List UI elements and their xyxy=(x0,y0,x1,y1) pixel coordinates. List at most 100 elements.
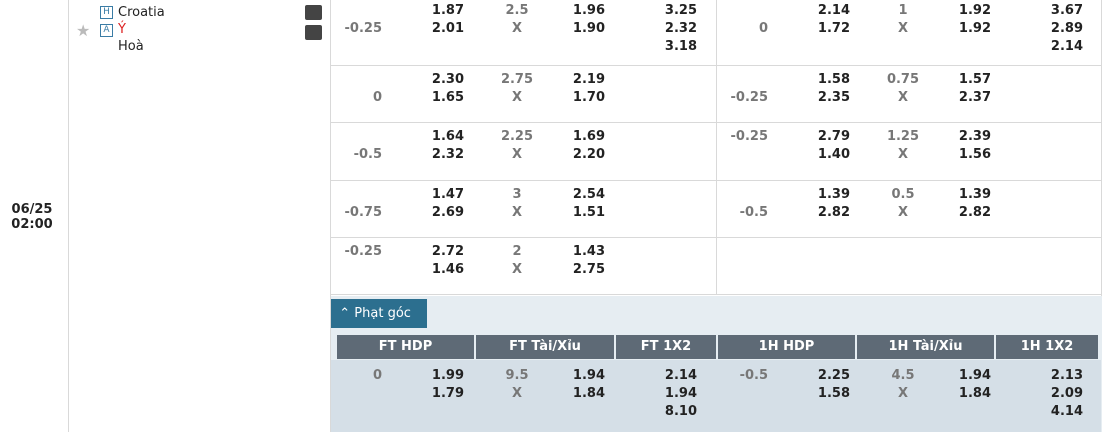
handicap-line: 0 xyxy=(372,368,382,383)
total-separator: X xyxy=(511,21,523,36)
total-separator: X xyxy=(511,205,523,220)
away-odds: 1.72 xyxy=(817,21,850,36)
under-odds: 1.70 xyxy=(572,90,605,105)
home-odds: 2.30 xyxy=(431,72,464,87)
over-odds: 2.39 xyxy=(958,129,991,144)
x12-odds: 1.94 xyxy=(664,386,697,401)
total-separator: X xyxy=(897,386,909,401)
lineup-icon[interactable] xyxy=(305,25,322,40)
total-line: 0.75 xyxy=(886,72,920,87)
divider xyxy=(716,0,717,294)
x12-odds: 8.10 xyxy=(664,404,697,419)
total-separator: X xyxy=(511,262,523,277)
corners-tab[interactable]: ⌃ Phạt góc xyxy=(331,299,427,328)
away-odds: 1.40 xyxy=(817,147,850,162)
home-odds: 1.58 xyxy=(817,72,850,87)
under-odds: 1.84 xyxy=(958,386,991,401)
handicap-line: -0.75 xyxy=(344,205,382,220)
total-separator: X xyxy=(897,90,909,105)
away-odds: 2.01 xyxy=(431,21,464,36)
under-odds: 1.84 xyxy=(572,386,605,401)
away-odds: 2.32 xyxy=(431,147,464,162)
column-header[interactable]: 1H HDP xyxy=(718,335,855,359)
over-odds: 1.96 xyxy=(572,3,605,18)
home-odds: 2.72 xyxy=(431,244,464,259)
over-odds: 1.69 xyxy=(572,129,605,144)
x12-odds: 3.18 xyxy=(664,39,697,54)
under-odds: 1.92 xyxy=(958,21,991,36)
total-separator: X xyxy=(511,90,523,105)
away-odds: 1.58 xyxy=(817,386,850,401)
handicap-line: -0.25 xyxy=(730,90,768,105)
under-odds: 2.75 xyxy=(572,262,605,277)
divider xyxy=(330,0,331,432)
under-odds: 2.20 xyxy=(572,147,605,162)
favorite-star[interactable]: ★ xyxy=(76,21,91,40)
total-line: 3 xyxy=(512,187,522,202)
total-separator: X xyxy=(897,205,909,220)
draw-label: Hoà xyxy=(118,39,144,54)
away-odds: 2.69 xyxy=(431,205,464,220)
column-header[interactable]: FT 1X2 xyxy=(616,335,716,359)
column-header[interactable]: FT HDP xyxy=(337,335,474,359)
divider xyxy=(68,0,69,432)
away-badge: A xyxy=(100,24,113,37)
total-line: 0.5 xyxy=(891,187,915,202)
handicap-line: -0.5 xyxy=(739,205,768,220)
home-odds: 1.39 xyxy=(817,187,850,202)
row-divider xyxy=(331,180,1102,181)
row-divider xyxy=(331,65,1102,66)
stats-icon[interactable] xyxy=(305,5,322,20)
total-separator: X xyxy=(511,386,523,401)
over-odds: 1.92 xyxy=(958,3,991,18)
total-line: 2.75 xyxy=(500,72,534,87)
over-odds: 1.43 xyxy=(572,244,605,259)
over-odds: 1.39 xyxy=(958,187,991,202)
x12-odds: 2.89 xyxy=(1050,21,1083,36)
x12-odds: 2.14 xyxy=(1050,39,1083,54)
home-team[interactable]: Croatia xyxy=(118,5,165,20)
home-odds: 1.64 xyxy=(431,129,464,144)
away-odds: 1.46 xyxy=(431,262,464,277)
total-line: 4.5 xyxy=(891,368,915,383)
row-divider xyxy=(331,294,1102,295)
total-line: 2.25 xyxy=(500,129,534,144)
under-odds: 2.82 xyxy=(958,205,991,220)
home-odds: 2.79 xyxy=(817,129,850,144)
x12-odds: 3.25 xyxy=(664,3,697,18)
total-line: 9.5 xyxy=(505,368,529,383)
handicap-line: -0.25 xyxy=(344,244,382,259)
x12-odds: 2.14 xyxy=(664,368,697,383)
handicap-line: 0 xyxy=(372,90,382,105)
over-odds: 1.57 xyxy=(958,72,991,87)
handicap-line: -0.5 xyxy=(739,368,768,383)
under-odds: 1.90 xyxy=(572,21,605,36)
home-odds: 1.87 xyxy=(431,3,464,18)
under-odds: 2.37 xyxy=(958,90,991,105)
column-header[interactable]: 1H 1X2 xyxy=(996,335,1098,359)
home-badge: H xyxy=(100,6,113,19)
total-line: 2.5 xyxy=(505,3,529,18)
column-header[interactable]: FT Tài/Xỉu xyxy=(476,335,614,359)
handicap-line: -0.25 xyxy=(344,21,382,36)
row-divider xyxy=(331,122,1102,123)
handicap-line: -0.5 xyxy=(353,147,382,162)
x12-odds: 4.14 xyxy=(1050,404,1083,419)
home-odds: 2.14 xyxy=(817,3,850,18)
away-odds: 1.79 xyxy=(431,386,464,401)
under-odds: 1.56 xyxy=(958,147,991,162)
corners-row xyxy=(331,360,1101,432)
column-header[interactable]: 1H Tài/Xỉu xyxy=(857,335,994,359)
handicap-line: -0.25 xyxy=(730,129,768,144)
away-odds: 2.82 xyxy=(817,205,850,220)
total-separator: X xyxy=(897,21,909,36)
under-odds: 1.51 xyxy=(572,205,605,220)
handicap-line: 0 xyxy=(758,21,768,36)
total-line: 2 xyxy=(512,244,522,259)
match-datetime: 06/25 02:00 xyxy=(0,202,64,232)
away-team[interactable]: Ý xyxy=(118,22,126,37)
x12-odds: 2.13 xyxy=(1050,368,1083,383)
total-line: 1.25 xyxy=(886,129,920,144)
total-separator: X xyxy=(897,147,909,162)
